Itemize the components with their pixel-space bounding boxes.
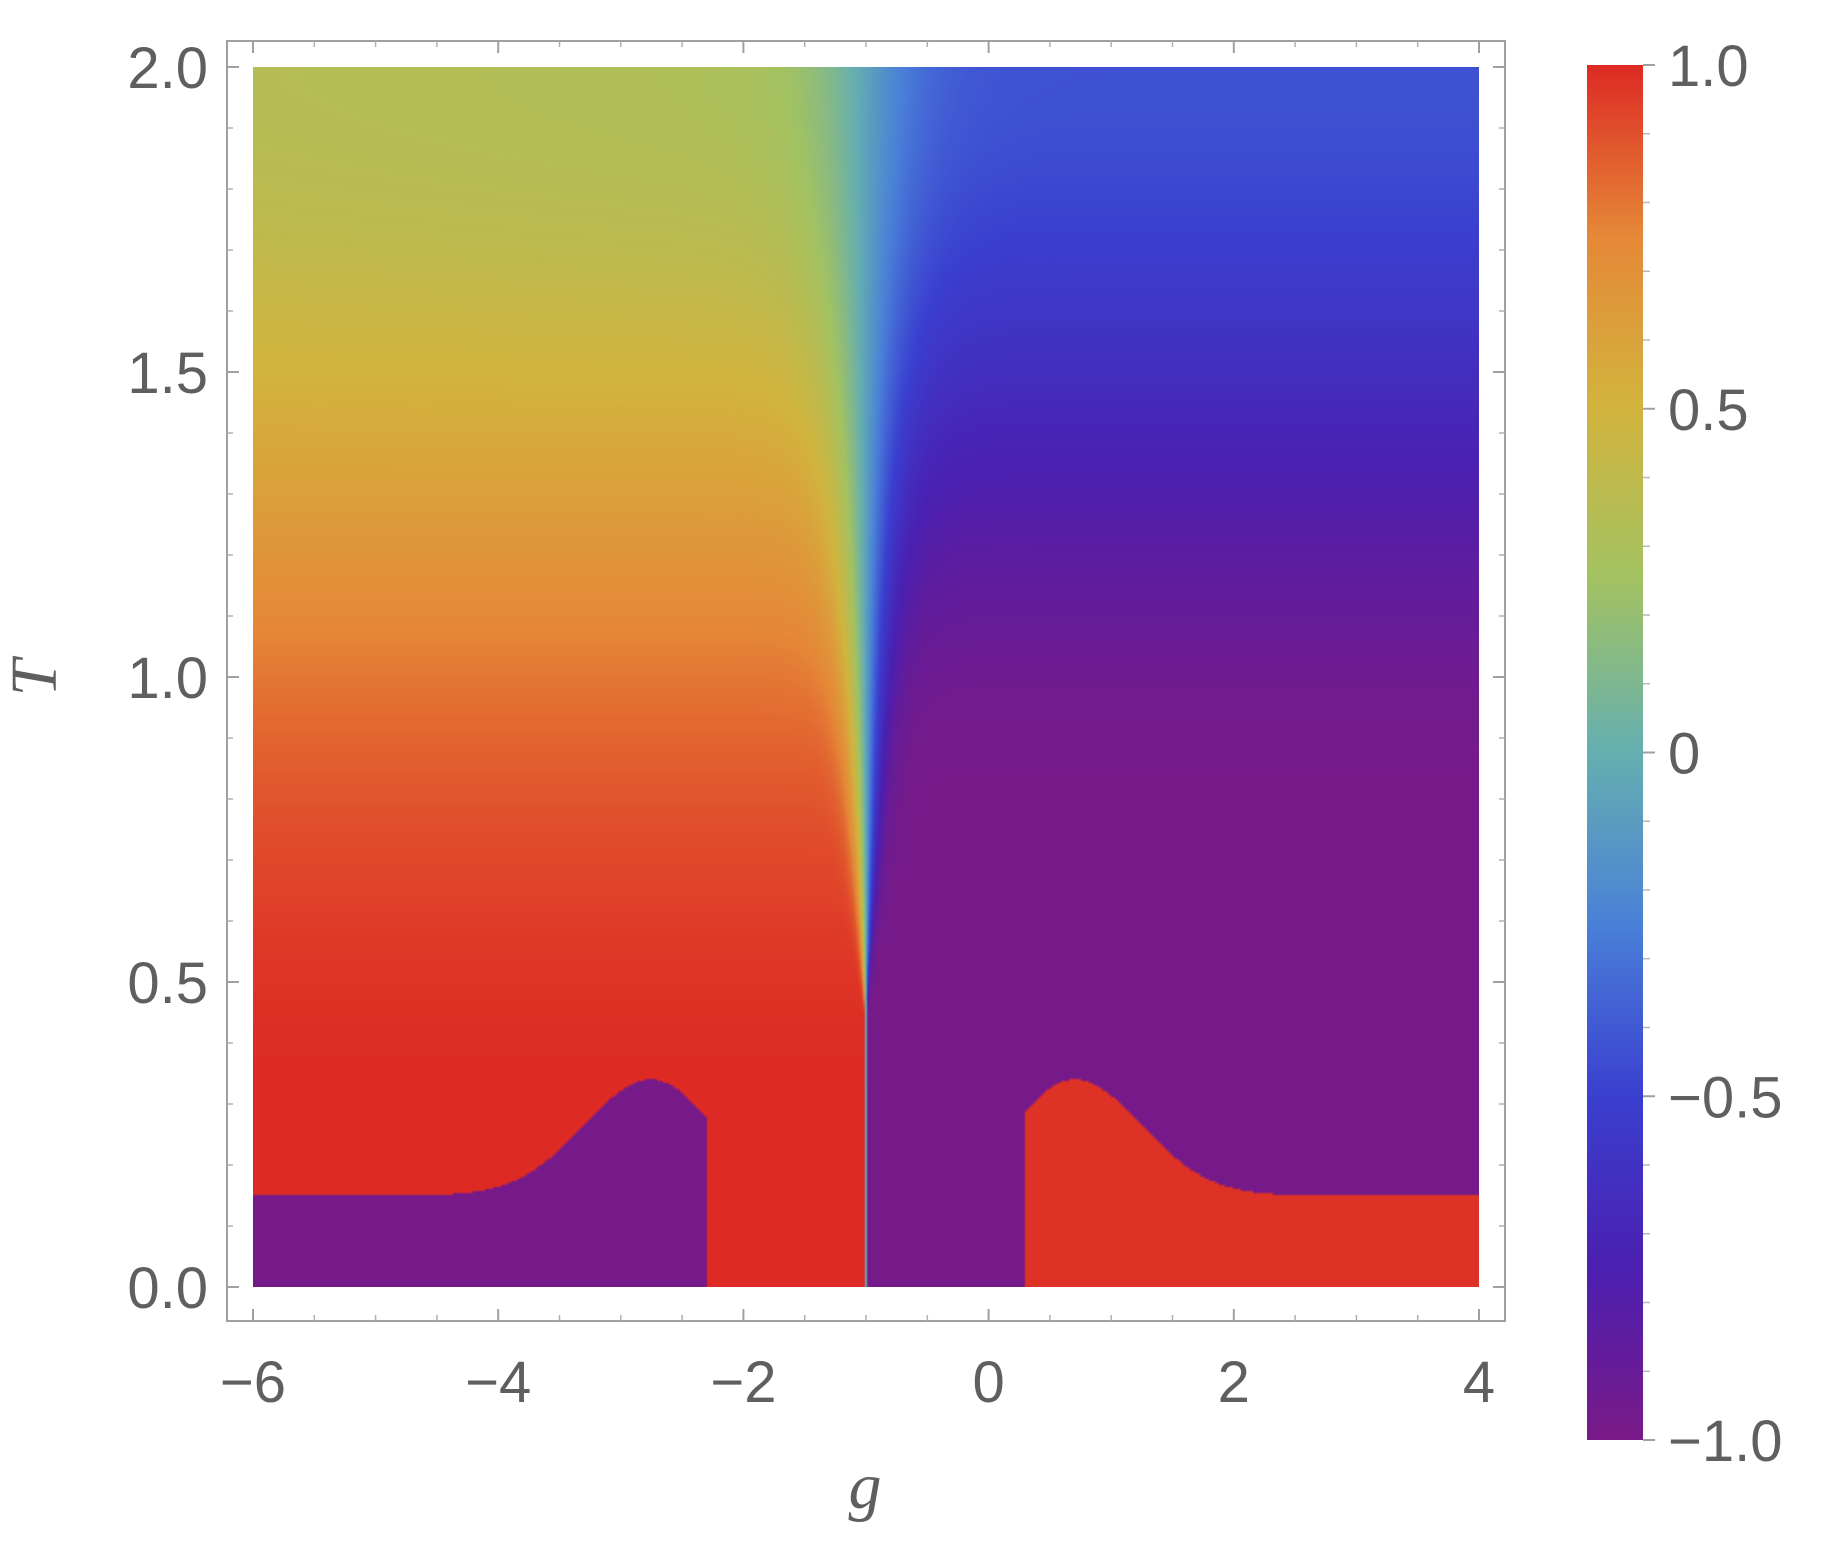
x-axis-label: g bbox=[849, 1450, 882, 1523]
x-tick-label: −2 bbox=[710, 1350, 776, 1415]
heatmap-image bbox=[253, 67, 1479, 1287]
x-tick-label: 0 bbox=[972, 1350, 1004, 1415]
y-tick-label: 0.0 bbox=[127, 1256, 208, 1321]
colorbar-tick-label: 0 bbox=[1668, 722, 1700, 787]
y-tick-label: 0.5 bbox=[127, 951, 208, 1016]
colorbar-tick-label: −0.5 bbox=[1668, 1065, 1783, 1130]
colorbar-tick-label: 0.5 bbox=[1668, 378, 1749, 443]
x-tick-label: −6 bbox=[220, 1350, 286, 1415]
y-tick-label: 2.0 bbox=[127, 36, 208, 101]
y-tick-label: 1.0 bbox=[127, 646, 208, 711]
y-axis-label: T bbox=[0, 655, 71, 696]
colorbar bbox=[1587, 65, 1643, 1440]
x-tick-label: −4 bbox=[465, 1350, 531, 1415]
colorbar-tick-label: 1.0 bbox=[1668, 34, 1749, 99]
x-tick-label: 4 bbox=[1463, 1350, 1495, 1415]
y-tick-label: 1.5 bbox=[127, 341, 208, 406]
colorbar-tick-label: −1.0 bbox=[1668, 1409, 1783, 1474]
x-tick-label: 2 bbox=[1218, 1350, 1250, 1415]
